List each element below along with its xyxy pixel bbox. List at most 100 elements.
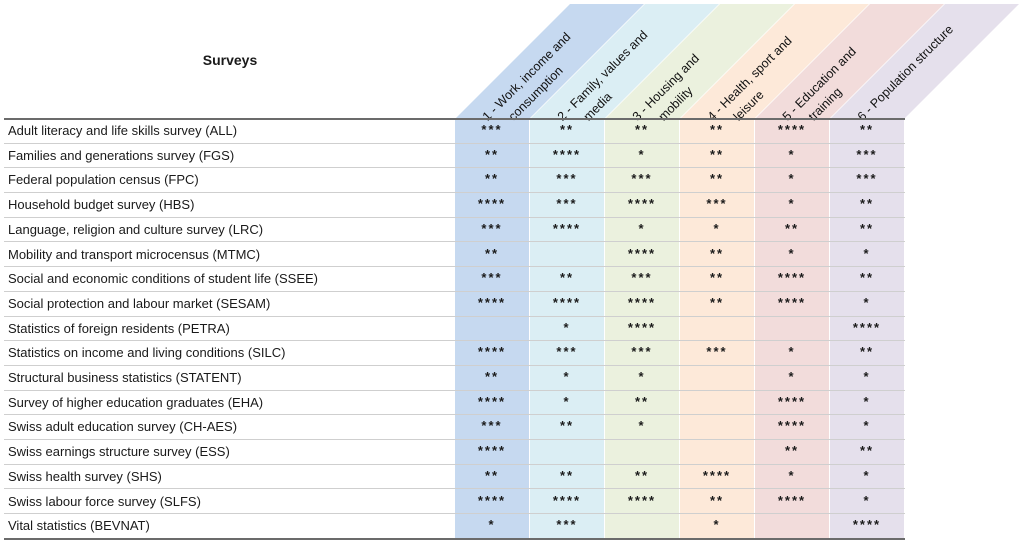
table-row: Statistics on income and living conditio… [4, 341, 905, 366]
rating-cell-col-4: ** [709, 492, 725, 508]
rating-cell-col-1: **** [477, 344, 507, 360]
row-divider [4, 488, 905, 490]
table-row: Mobility and transport microcensus (MTMC… [4, 243, 905, 268]
survey-name: Household budget survey (HBS) [8, 197, 195, 213]
rating-cell-col-2: ** [559, 122, 575, 137]
rating-cell-col-2: *** [556, 171, 578, 187]
column-3-header-band [605, 4, 794, 119]
survey-name: Mobility and transport microcensus (MTMC… [8, 246, 261, 262]
rating-cell-col-2: *** [556, 344, 578, 360]
column-2-background [530, 119, 604, 539]
column-6-background [830, 119, 904, 539]
rating-cell-col-6: * [863, 245, 871, 261]
rating-cell-col-2: * [563, 393, 571, 409]
rating-cell-col-2: **** [552, 220, 582, 236]
rating-cell-col-2: * [563, 319, 571, 335]
rating-cell-col-6: ** [859, 220, 875, 236]
rating-cell-col-6: * [863, 418, 871, 434]
column-6-header-band [830, 4, 1019, 119]
rating-cell-col-2: *** [556, 517, 578, 533]
rating-cell-col-1: ** [484, 146, 500, 162]
table-row: Swiss health survey (SHS) ** ** ** **** * * [4, 465, 905, 490]
survey-name: Families and generations survey (FGS) [8, 147, 235, 163]
rating-cell-col-3: ** [634, 393, 650, 409]
survey-name: Structural business statistics (STATENT) [8, 370, 242, 385]
rating-cell-col-3: * [638, 220, 646, 236]
row-divider [4, 439, 905, 441]
rating-cell-col-2: **** [552, 146, 582, 162]
rating-cell-col-5: * [788, 467, 796, 483]
rating-cell-col-5: **** [777, 294, 807, 310]
table-row: Swiss earnings structure survey (ESS) ***… [4, 440, 905, 465]
rating-cell-col-3: **** [627, 245, 657, 261]
rating-cell-col-1: **** [477, 492, 507, 508]
column-1-background [455, 119, 529, 539]
table-row: Household budget survey (HBS) **** *** ****… [4, 193, 905, 218]
survey-name: Vital statistics (BEVNAT) [8, 518, 150, 534]
rating-cell-col-5: **** [777, 492, 807, 508]
rating-cell-col-4: * [713, 220, 721, 236]
column-3-background [605, 119, 679, 539]
column-header-bands [455, 4, 1019, 119]
rating-cell-col-5: * [788, 344, 796, 360]
rating-cell-col-6: ** [859, 344, 875, 360]
header-rule [4, 118, 905, 120]
survey-name: Statistics on income and living conditio… [8, 345, 286, 361]
table-row: Families and generations survey (FGS) ** *… [4, 144, 905, 169]
rating-cell-col-3: ** [634, 122, 650, 137]
rating-cell-col-5: **** [777, 122, 807, 137]
rating-cell-col-6: *** [856, 171, 878, 187]
rating-cell-col-1: ** [484, 245, 500, 261]
rating-cell-col-4: ** [709, 270, 725, 286]
table-row: Social and economic conditions of studen… [4, 267, 905, 292]
rating-cell-col-6: * [863, 369, 871, 384]
row-divider [4, 167, 905, 169]
rating-cell-col-6: ** [859, 122, 875, 137]
rating-cell-col-2: * [563, 369, 571, 384]
rating-cell-col-6: *** [856, 146, 878, 162]
column-4-header-band [680, 4, 869, 119]
table-row: Federal population census (FPC) ** *** *** *… [4, 168, 905, 194]
table-row: Survey of higher education graduates (EH… [4, 391, 905, 416]
table-row: Structural business statistics (STATENT)… [4, 366, 905, 391]
rating-cell-col-1: ** [484, 171, 500, 187]
rating-cell-col-4: *** [706, 344, 728, 360]
survey-name: Social and economic conditions of studen… [8, 271, 319, 287]
column-2-header-band [530, 4, 719, 119]
rating-cell-col-6: ** [859, 270, 875, 286]
table-row: Adult literacy and life skills survey (A… [4, 119, 905, 144]
rating-cell-col-5: **** [777, 270, 807, 286]
table-row: Swiss adult education survey (CH-AES) ***… [4, 415, 905, 441]
rating-cell-col-1: *** [481, 418, 503, 434]
survey-name: Social protection and labour market (SES… [8, 295, 271, 311]
rating-cell-col-5: ** [784, 443, 800, 459]
rating-cell-col-5: * [788, 196, 796, 212]
rating-cell-col-1: * [488, 517, 496, 533]
rating-cell-col-4: **** [702, 467, 732, 483]
table-bottom-rule [4, 538, 905, 540]
rating-cell-col-2: ** [559, 418, 575, 434]
survey-name: Statistics of foreign residents (PETRA) [8, 320, 230, 336]
column-1-header-band [455, 4, 644, 119]
rating-cell-col-3: * [638, 369, 646, 384]
survey-name: Adult literacy and life skills survey (A… [8, 123, 238, 138]
rating-cell-col-4: ** [709, 146, 725, 162]
rating-cell-col-3: *** [631, 270, 653, 286]
column-5-background [755, 119, 829, 539]
rating-cell-col-4: ** [709, 122, 725, 137]
rating-cell-col-3: ** [634, 467, 650, 483]
table-row: Vital statistics (BEVNAT) * *** * **** [4, 514, 905, 539]
row-divider [4, 290, 905, 292]
row-divider [4, 142, 905, 144]
row-divider [4, 389, 905, 391]
row-divider [4, 364, 905, 366]
rating-cell-col-3: **** [627, 294, 657, 310]
rating-cell-col-5: **** [777, 418, 807, 434]
rating-cell-col-3: **** [627, 196, 657, 212]
table-row: Swiss labour force survey (SLFS) **** ****… [4, 490, 905, 515]
rating-cell-col-1: **** [477, 294, 507, 310]
row-divider [4, 315, 905, 317]
row-divider [4, 463, 905, 465]
survey-name: Swiss labour force survey (SLFS) [8, 493, 201, 509]
